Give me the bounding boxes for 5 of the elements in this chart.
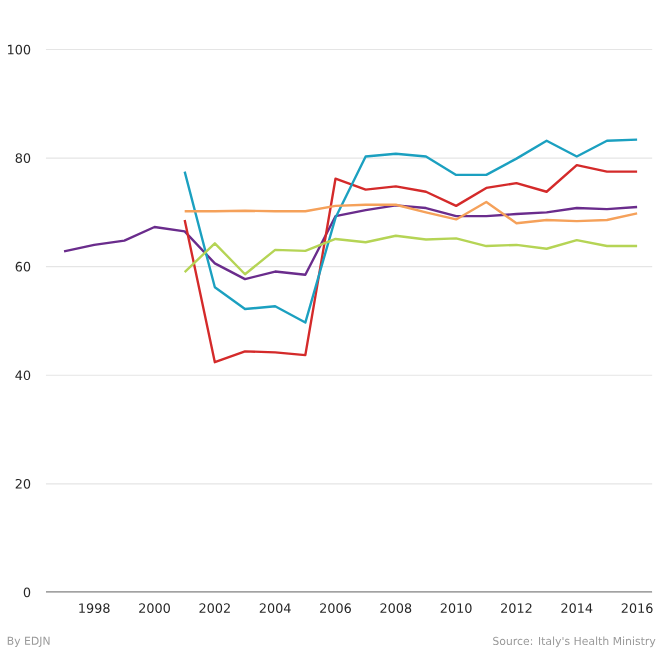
- line-series: [62, 204, 639, 281]
- line-series: [183, 200, 639, 225]
- line-series: [183, 164, 639, 364]
- line-series: [183, 138, 639, 324]
- line-series: [183, 234, 639, 276]
